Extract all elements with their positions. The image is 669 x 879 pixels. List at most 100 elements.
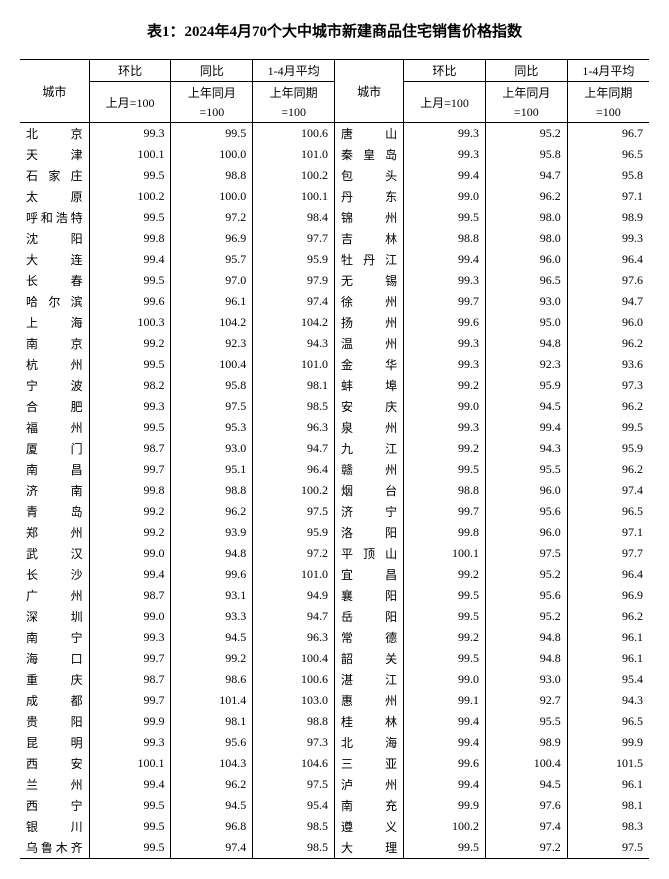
yoy-right: 95.5: [485, 459, 567, 480]
city-right: 泸州: [334, 774, 403, 795]
city-right: 烟台: [334, 480, 403, 501]
yoy-left: 94.5: [171, 795, 253, 816]
city-left: 兰州: [20, 774, 89, 795]
yoy-right: 97.5: [485, 543, 567, 564]
city-left: 杭州: [20, 354, 89, 375]
city-left: 深圳: [20, 606, 89, 627]
yoy-right: 93.0: [485, 669, 567, 690]
city-right: 唐山: [334, 123, 403, 145]
mom-left: 99.0: [89, 606, 171, 627]
yoy-right: 95.2: [485, 564, 567, 585]
hdr-yoy-sub-b-right: =100: [485, 103, 567, 123]
yoy-left: 101.4: [171, 690, 253, 711]
yoy-left: 96.8: [171, 816, 253, 837]
yoy-left: 99.2: [171, 648, 253, 669]
mom-right: 99.0: [404, 186, 486, 207]
city-right: 吉林: [334, 228, 403, 249]
city-left: 厦门: [20, 438, 89, 459]
avg-right: 99.3: [567, 228, 649, 249]
yoy-left: 98.8: [171, 480, 253, 501]
city-right: 赣州: [334, 459, 403, 480]
avg-left: 94.7: [253, 438, 335, 459]
yoy-right: 97.6: [485, 795, 567, 816]
avg-left: 104.2: [253, 312, 335, 333]
avg-right: 95.8: [567, 165, 649, 186]
yoy-right: 97.2: [485, 837, 567, 859]
mom-right: 100.1: [404, 543, 486, 564]
mom-right: 99.2: [404, 438, 486, 459]
avg-right: 95.4: [567, 669, 649, 690]
yoy-right: 94.8: [485, 627, 567, 648]
city-right: 丹东: [334, 186, 403, 207]
hdr-avg-sub-a-right: 上年同期: [567, 82, 649, 104]
city-right: 扬州: [334, 312, 403, 333]
city-left: 成都: [20, 690, 89, 711]
city-left: 哈尔滨: [20, 291, 89, 312]
yoy-left: 94.5: [171, 627, 253, 648]
mom-right: 99.4: [404, 774, 486, 795]
yoy-left: 93.3: [171, 606, 253, 627]
mom-right: 99.4: [404, 711, 486, 732]
city-right: 常德: [334, 627, 403, 648]
mom-left: 99.8: [89, 480, 171, 501]
avg-right: 96.4: [567, 564, 649, 585]
avg-right: 97.6: [567, 270, 649, 291]
city-right: 韶关: [334, 648, 403, 669]
yoy-left: 93.9: [171, 522, 253, 543]
avg-right: 93.6: [567, 354, 649, 375]
mom-right: 99.3: [404, 354, 486, 375]
yoy-left: 93.1: [171, 585, 253, 606]
city-right: 安庆: [334, 396, 403, 417]
mom-left: 99.3: [89, 627, 171, 648]
mom-left: 100.2: [89, 186, 171, 207]
city-left: 郑州: [20, 522, 89, 543]
yoy-left: 95.3: [171, 417, 253, 438]
avg-right: 96.5: [567, 501, 649, 522]
city-left: 贵阳: [20, 711, 89, 732]
mom-right: 100.2: [404, 816, 486, 837]
city-left: 合肥: [20, 396, 89, 417]
city-left: 重庆: [20, 669, 89, 690]
avg-left: 96.3: [253, 627, 335, 648]
yoy-right: 94.5: [485, 774, 567, 795]
city-left: 南宁: [20, 627, 89, 648]
avg-left: 96.3: [253, 417, 335, 438]
yoy-left: 97.0: [171, 270, 253, 291]
mom-right: 99.2: [404, 375, 486, 396]
hdr-mom-right: 环比: [404, 60, 486, 82]
avg-left: 94.3: [253, 333, 335, 354]
city-right: 温州: [334, 333, 403, 354]
hdr-avg-right: 1-4月平均: [567, 60, 649, 82]
mom-right: 99.3: [404, 123, 486, 145]
yoy-right: 98.0: [485, 207, 567, 228]
avg-left: 98.5: [253, 396, 335, 417]
hdr-mom-left: 环比: [89, 60, 171, 82]
avg-left: 101.0: [253, 564, 335, 585]
avg-left: 103.0: [253, 690, 335, 711]
avg-left: 98.4: [253, 207, 335, 228]
yoy-left: 100.0: [171, 144, 253, 165]
mom-left: 99.5: [89, 354, 171, 375]
mom-right: 99.0: [404, 396, 486, 417]
mom-right: 99.7: [404, 291, 486, 312]
avg-left: 94.9: [253, 585, 335, 606]
avg-left: 98.8: [253, 711, 335, 732]
avg-right: 96.1: [567, 648, 649, 669]
mom-right: 99.5: [404, 459, 486, 480]
yoy-right: 95.6: [485, 501, 567, 522]
yoy-left: 93.0: [171, 438, 253, 459]
avg-right: 97.1: [567, 186, 649, 207]
yoy-right: 94.8: [485, 333, 567, 354]
yoy-right: 96.0: [485, 480, 567, 501]
yoy-right: 100.4: [485, 753, 567, 774]
yoy-left: 96.2: [171, 501, 253, 522]
mom-right: 99.5: [404, 606, 486, 627]
avg-right: 96.2: [567, 606, 649, 627]
avg-left: 98.5: [253, 837, 335, 859]
avg-right: 97.1: [567, 522, 649, 543]
avg-left: 97.3: [253, 732, 335, 753]
yoy-left: 98.1: [171, 711, 253, 732]
avg-right: 94.3: [567, 690, 649, 711]
yoy-left: 99.6: [171, 564, 253, 585]
hdr-yoy-right: 同比: [485, 60, 567, 82]
